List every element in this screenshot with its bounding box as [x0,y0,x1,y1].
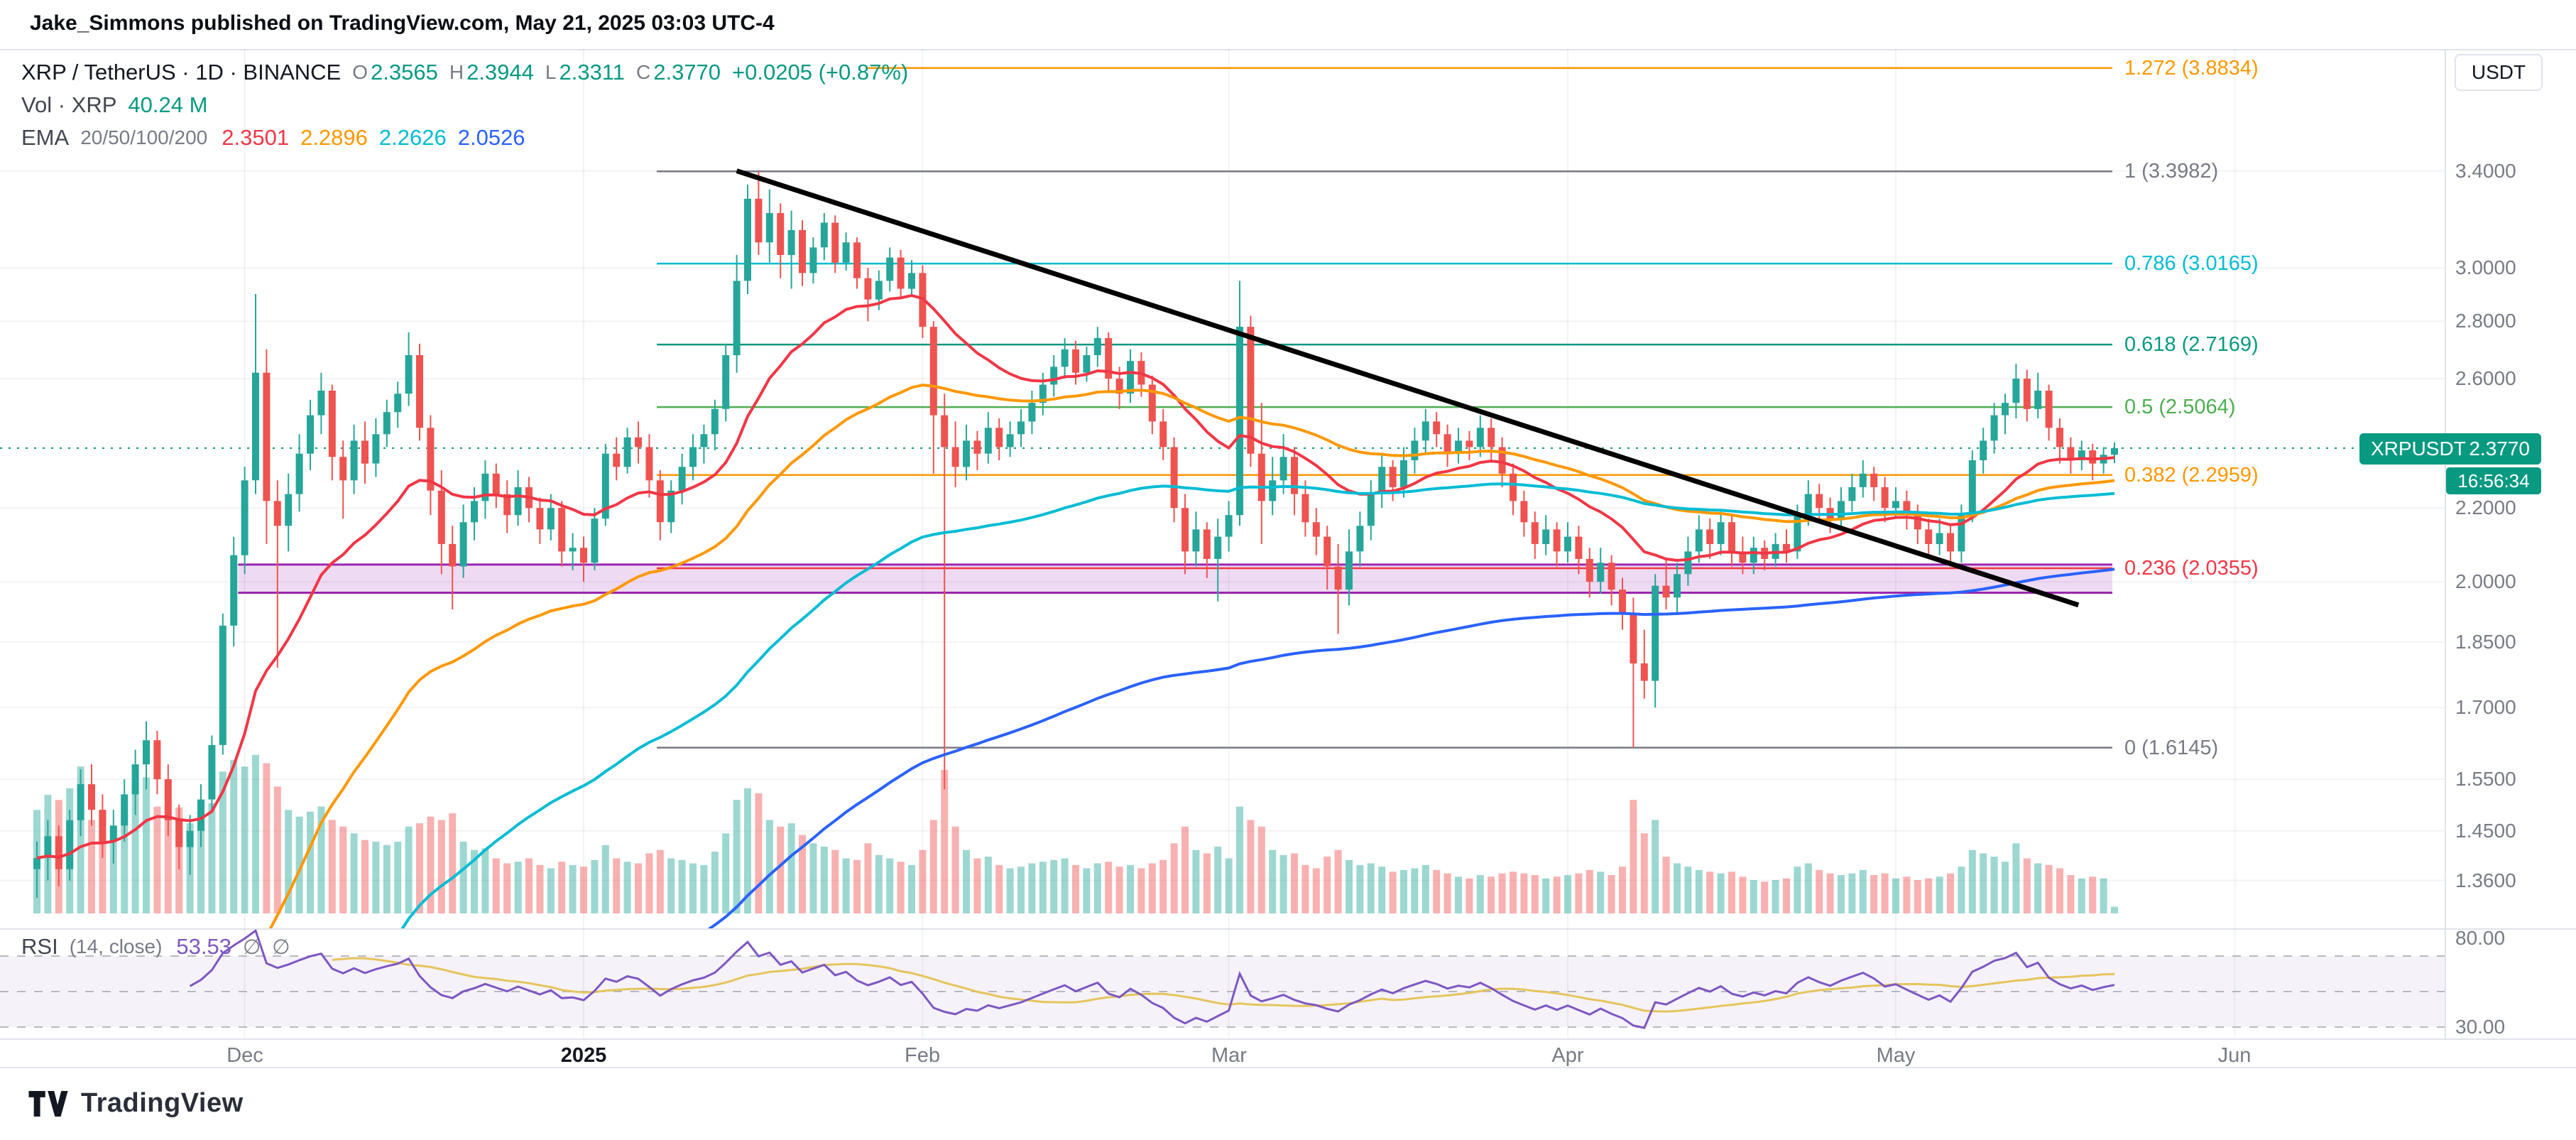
rsi-axis-label: 80.00 [2455,927,2506,949]
pane-separator[interactable] [0,928,2576,930]
high-label: H [449,61,464,83]
price-axis-label: 1.7000 [2455,696,2516,718]
open-label: O [352,61,368,83]
ohlc-close: C 2.3770 [636,60,721,85]
widget-bottom-border [0,1067,2576,1068]
fib-level-label: 0.786 (3.0165) [2124,252,2259,275]
change-value: +0.0205 (+0.87%) [732,60,909,85]
rsi-pane[interactable] [0,928,2445,1038]
ohlc-high: H 2.3944 [449,60,534,85]
currency-toggle[interactable]: USDT [2455,54,2543,91]
time-axis-label: Apr [1551,1044,1584,1067]
rsi-legend-row[interactable]: RSI (14, close) 53.53 ∅ ∅ [21,934,290,960]
volume-value: 40.24 M [128,92,208,117]
time-axis-label: May [1876,1044,1916,1067]
time-axis-label: Mar [1211,1044,1247,1067]
badge-price: 2.3770 [2469,438,2530,460]
ema50-value: 2.2896 [300,125,368,150]
fib-level-label: 0.236 (2.0355) [2124,557,2259,580]
main-price-pane[interactable] [0,49,2445,928]
price-axis-label: 3.0000 [2455,256,2516,278]
price-axis-label: 1.4500 [2455,820,2516,842]
ohlc-open: O 2.3565 [352,60,438,85]
current-price-badge: XRPUSDT 2.3770 [2359,433,2541,465]
price-axis-label: 1.5500 [2455,768,2516,790]
fib-level-label: 1.272 (3.8834) [2124,57,2259,80]
volume-label: Vol · XRP [21,92,117,117]
time-axis-label: 2025 [560,1044,607,1067]
time-axis-label: Feb [905,1044,940,1067]
high-value: 2.3944 [466,60,534,85]
attribution-text: Jake_Simmons published on TradingView.co… [30,11,775,35]
ema-params: 20/50/100/200 [80,126,208,148]
rsi-params: (14, close) [69,935,163,957]
price-axis-border [2445,49,2446,1038]
price-axis-label: 2.2000 [2455,496,2516,519]
volume-legend-row[interactable]: Vol · XRP 40.24 M [21,92,207,118]
fib-level-label: 0 (1.6145) [2124,737,2219,759]
ema-legend-row[interactable]: EMA 20/50/100/200 2.3501 2.2896 2.2626 2… [21,125,525,151]
null-value-icon: ∅ [272,935,290,959]
rsi-label: RSI [21,934,58,959]
symbol-title: XRP / TetherUS · 1D · BINANCE [21,60,342,85]
fib-level-label: 0.382 (2.2959) [2124,464,2259,487]
fib-level-label: 1 (3.3982) [2124,160,2219,183]
fib-level-label: 0.618 (2.7169) [2124,333,2259,356]
close-label: C [635,61,651,83]
price-axis-label: 3.4000 [2455,160,2516,182]
time-axis-label: Dec [227,1044,263,1067]
rsi-value: 53.53 [176,934,231,959]
brand-name: TradingView [81,1088,244,1118]
widget-top-border [0,49,2576,50]
time-axis-label: Jun [2217,1044,2252,1067]
fib-level-label: 0.5 (2.5064) [2124,396,2236,418]
footer-brand[interactable]: TradingView [28,1088,244,1119]
ema-label: EMA [21,125,70,150]
low-label: L [545,61,557,83]
bar-countdown: 16:56:34 [2446,467,2541,494]
null-value-icon: ∅ [242,935,261,959]
price-axis-label: 2.6000 [2455,367,2516,389]
price-axis-label: 1.3600 [2455,869,2516,891]
open-value: 2.3565 [371,60,438,85]
tradingview-logo-icon [28,1090,68,1117]
time-axis-border [0,1038,2576,1040]
ema100-value: 2.2626 [378,125,447,150]
close-value: 2.3770 [653,60,721,85]
rsi-axis-label: 30.00 [2455,1016,2506,1038]
price-axis-label: 2.0000 [2455,570,2516,592]
price-axis-label: 2.8000 [2455,310,2516,332]
price-axis-label: 1.8500 [2455,631,2516,653]
low-value: 2.3311 [559,60,625,85]
ema200-value: 2.0526 [457,125,525,150]
ema20-value: 2.3501 [222,125,290,150]
badge-symbol: XRPUSDT [2371,438,2466,460]
ohlc-low: L 2.3311 [545,60,625,85]
